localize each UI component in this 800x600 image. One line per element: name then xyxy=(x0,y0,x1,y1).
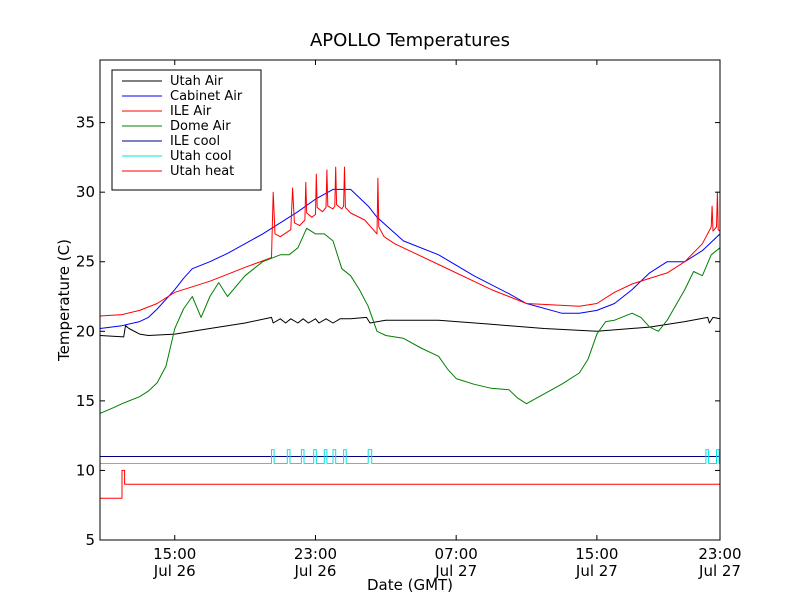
legend-label-dome-air: Dome Air xyxy=(170,119,231,134)
series-line-dome-air xyxy=(100,227,720,414)
legend-label-utah-heat: Utah heat xyxy=(170,164,234,179)
series-line-utah-cool xyxy=(100,449,720,464)
plot-frame xyxy=(99,59,721,541)
x-tick-label-time: 07:00 xyxy=(435,545,478,563)
legend-label-utah-cool: Utah cool xyxy=(170,149,232,164)
x-tick-label-time: 23:00 xyxy=(294,545,337,563)
x-tick-label-date: Jul 27 xyxy=(698,562,741,580)
x-tick-label-date: Jul 27 xyxy=(575,562,618,580)
series-line-utah-heat xyxy=(100,469,720,499)
x-tick-label-time: 15:00 xyxy=(575,545,618,563)
y-tick-label: 10 xyxy=(76,461,95,479)
series-line-cabinet-air xyxy=(100,188,720,329)
chart-title: APOLLO Temperatures xyxy=(310,30,510,51)
y-tick-label: 35 xyxy=(76,114,95,132)
legend-label-ile-cool: ILE cool xyxy=(170,134,220,149)
legend-box xyxy=(111,69,262,191)
x-tick-label-date: Jul 26 xyxy=(293,562,336,580)
x-tick-label-time: 23:00 xyxy=(698,545,741,563)
y-axis-label: Temperature (C) xyxy=(55,239,73,362)
x-tick-label-time: 15:00 xyxy=(153,545,196,563)
legend-label-utah-air: Utah Air xyxy=(170,74,223,89)
y-tick-label: 15 xyxy=(76,392,95,410)
y-tick-label: 20 xyxy=(76,322,95,340)
x-tick-label-date: Jul 26 xyxy=(153,562,196,580)
y-tick-label: 5 xyxy=(85,531,95,549)
x-axis-label: Date (GMT) xyxy=(367,576,453,594)
legend-label-ile-air: ILE Air xyxy=(170,104,212,119)
legend-label-cabinet-air: Cabinet Air xyxy=(170,89,243,104)
series-line-ile-air xyxy=(100,166,720,317)
series-line-utah-air xyxy=(100,316,720,338)
series-layer xyxy=(100,166,720,499)
y-tick-label: 30 xyxy=(76,183,95,201)
x-tick-label-date: Jul 27 xyxy=(434,562,477,580)
y-tick-label: 25 xyxy=(76,253,95,271)
